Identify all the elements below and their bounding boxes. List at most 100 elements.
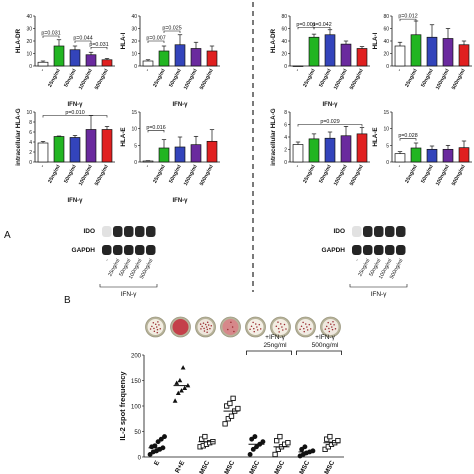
spot: [159, 327, 161, 330]
blot-right: IDOGAPDH-25ng/ml50ng/ml100ng/ml500ng/mlI…: [322, 226, 408, 298]
scatter-group: MSC: [322, 433, 341, 474]
blot-bracket: [349, 284, 408, 288]
bracket-label: +IFN-γ: [265, 334, 285, 341]
y-axis-label: HLA-E: [372, 127, 379, 146]
gapdh-band: [385, 245, 395, 255]
spot: [156, 331, 159, 334]
well-membrane: [172, 319, 189, 335]
y-tick-label: 20: [281, 52, 287, 58]
x-tick-label: 25ng/ml: [302, 68, 317, 89]
y-tick-label: 0: [134, 160, 137, 166]
x-tick-label: R+E: [174, 459, 187, 474]
elispot-well: [170, 316, 191, 338]
spot: [252, 321, 254, 324]
bar-50ng/ml: [426, 148, 438, 163]
y-tick-label: 8: [29, 120, 32, 126]
data-point: [249, 436, 255, 442]
elispot-well: [270, 316, 291, 338]
y-tick-label: 100: [131, 405, 142, 411]
bar--: [37, 61, 49, 67]
elispot-well: [220, 316, 241, 338]
x-tick-label: MSC: [198, 459, 211, 474]
y-axis-label: HLA-DR: [15, 28, 22, 53]
spot: [253, 330, 255, 333]
data-point: [277, 433, 283, 440]
spot: [281, 326, 283, 328]
x-tick-label: 25ng/ml: [47, 68, 62, 89]
spot: [253, 327, 255, 330]
ido-band: [374, 226, 384, 237]
blot-lane-label: -: [104, 258, 110, 263]
x-tick-label: 500ng/ml: [451, 164, 467, 187]
data-point: [260, 439, 266, 445]
y-tick-label: 0: [138, 456, 142, 462]
bar-chart-r4: 0 5 10 15 HLA-E - 25ng/ml 50ng/ml 100ng/ml 500ng/…: [372, 110, 472, 187]
bracket-label: 25ng/ml: [263, 342, 287, 349]
bar--: [292, 65, 304, 67]
data-point: [285, 440, 291, 446]
x-tick-label: 100ng/ml: [183, 68, 199, 91]
well-membrane: [197, 319, 214, 335]
scatter-group: MSC: [197, 433, 216, 474]
y-tick-label: 8: [284, 110, 287, 116]
gapdh-band: [374, 245, 384, 255]
significance-bracket: [90, 46, 108, 50]
blot-x-label: IFN-γ: [121, 291, 138, 298]
x-tick-label: MSC: [248, 459, 261, 474]
data-point: [175, 390, 181, 396]
x-tick-label: -: [295, 68, 301, 73]
il2-scatter-plot: 0 50 100 150 200 IL-2 spot frequency E R+E MSC MS…: [118, 334, 344, 474]
bar-500ng/ml: [206, 140, 218, 163]
spot: [278, 331, 280, 333]
spot: [275, 325, 278, 328]
x-axis-label: IFN-γ: [68, 102, 84, 108]
x-tick-label: MSC: [273, 459, 286, 474]
x-tick-label: 50ng/ml: [63, 164, 78, 185]
x-axis-label: IFN-γ: [68, 198, 84, 204]
gapdh-band: [396, 245, 406, 255]
y-tick-label: 0: [134, 64, 137, 70]
y-tick-label: 20: [26, 39, 32, 45]
spot: [203, 330, 206, 332]
spot: [277, 327, 280, 330]
bar-chart-l1: 0 10 20 30 40 HLA-DR - 25ng/ml 50ng/ml 100ng/ml 50…: [15, 14, 115, 108]
x-tick-label: 50ng/ml: [63, 68, 78, 89]
blot-row-label: IDO: [333, 228, 345, 235]
gapdh-band: [124, 245, 134, 255]
y-tick-label: 6: [29, 130, 32, 136]
spot: [334, 328, 337, 330]
bar-100ng/ml: [85, 129, 97, 163]
x-tick-label: MSC: [323, 459, 336, 474]
data-point: [227, 400, 233, 407]
y-tick-label: 40: [26, 14, 32, 20]
well-membrane: [147, 319, 164, 335]
bar-100ng/ml: [190, 48, 202, 67]
x-tick-label: -: [397, 68, 403, 73]
bar-500ng/ml: [356, 133, 368, 163]
significance-bracket: [147, 40, 165, 43]
significance-bracket: [399, 138, 417, 141]
y-tick-label: 2: [284, 148, 287, 154]
spot: [309, 328, 312, 330]
bracket-label: +IFN-γ: [315, 334, 335, 341]
data-point: [302, 444, 308, 450]
spot: [303, 327, 305, 330]
spot: [308, 323, 311, 326]
x-tick-label: 500ng/ml: [199, 164, 215, 187]
spot: [231, 326, 234, 328]
spot: [233, 330, 235, 333]
significance-bracket: [42, 35, 60, 38]
y-axis-label: HLA-E: [120, 127, 127, 146]
spot: [250, 325, 253, 328]
spot: [282, 329, 284, 331]
x-tick-label: 500ng/ml: [94, 164, 110, 187]
scatter-group: E: [147, 434, 167, 467]
bar-50ng/ml: [324, 137, 336, 163]
y-tick-label: 15: [383, 110, 389, 116]
spot: [157, 321, 159, 323]
p-value-annotation: p=0.010: [65, 110, 84, 116]
spot: [205, 326, 208, 328]
x-tick-label: 25ng/ml: [152, 68, 167, 89]
spot: [331, 326, 333, 328]
